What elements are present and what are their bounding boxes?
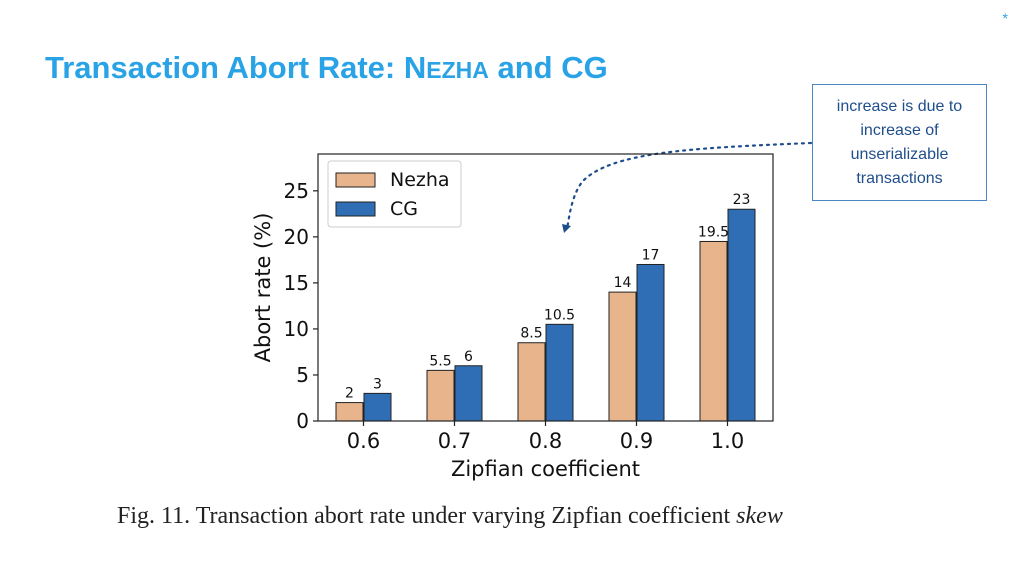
x-tick-label: 0.6 (347, 429, 380, 453)
bar-nezha (699, 240, 728, 422)
caption-text: Fig. 11. Transaction abort rate under va… (117, 503, 737, 529)
x-axis-label: Zipfian coefficient (451, 457, 640, 481)
bar-nezha (335, 402, 364, 422)
legend-label: CG (390, 198, 418, 220)
y-axis-label: Abort rate (%) (251, 213, 275, 363)
slide-title: Transaction Abort Rate: NEZHA and CG (45, 50, 608, 86)
x-tick-label: 1.0 (711, 429, 744, 453)
callout-line: unserializable (850, 146, 949, 163)
legend-label: Nezha (390, 169, 450, 191)
bar-cg (454, 365, 483, 422)
y-tick-label: 0 (296, 409, 309, 433)
bar-cg (545, 323, 574, 422)
data-label: 3 (373, 376, 382, 392)
y-tick-label: 15 (284, 271, 309, 295)
bar-nezha (608, 291, 637, 422)
caption-variable: skew (736, 503, 783, 529)
corner-mark: * (1002, 10, 1008, 26)
data-label: 23 (733, 192, 751, 208)
data-label: 17 (642, 247, 660, 263)
y-tick-label: 20 (284, 225, 309, 249)
y-tick-label: 10 (284, 317, 309, 341)
bar-cg (363, 392, 392, 422)
data-label: 2 (345, 386, 354, 402)
y-tick-label: 5 (296, 363, 309, 387)
data-label: 14 (614, 275, 632, 291)
callout-arrow (565, 141, 813, 231)
y-tick-label: 25 (284, 179, 309, 203)
figure-caption: Fig. 11. Transaction abort rate under va… (117, 503, 783, 530)
x-tick-label: 0.7 (438, 429, 471, 453)
callout-box: increase is due to increase of unseriali… (812, 84, 987, 201)
bar-cg (636, 263, 665, 422)
bar-nezha (426, 369, 455, 422)
callout-line: increase of (860, 122, 939, 139)
callout-line: transactions (856, 170, 943, 187)
title-prefix: Transaction Abort Rate: N (45, 50, 427, 85)
data-label: 6 (464, 349, 473, 365)
title-smallcaps: EZHA (426, 57, 489, 83)
data-label: 5.5 (429, 353, 451, 369)
bar-cg (727, 208, 756, 422)
data-label: 10.5 (544, 307, 575, 323)
data-label: 8.5 (520, 326, 542, 342)
data-label: 19.5 (698, 224, 729, 240)
callout-line: increase is due to (836, 98, 963, 115)
bar-nezha (517, 342, 546, 422)
title-suffix: and CG (488, 50, 608, 85)
callout-arrowhead (562, 224, 571, 233)
legend-swatch (335, 201, 376, 217)
legend-swatch (335, 172, 376, 188)
x-tick-label: 0.8 (529, 429, 562, 453)
x-tick-label: 0.9 (620, 429, 653, 453)
